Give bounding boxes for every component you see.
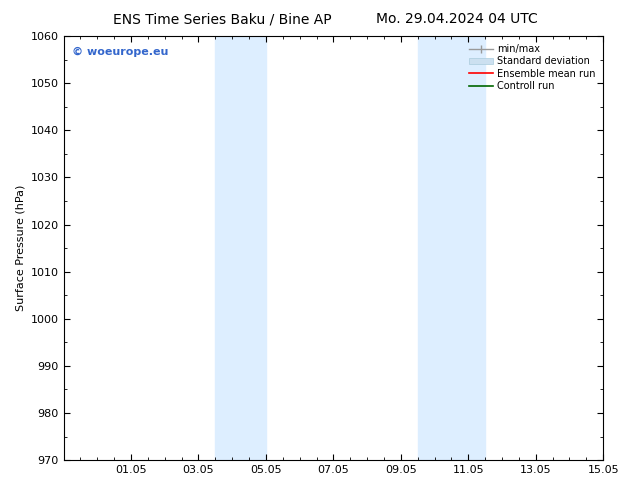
Y-axis label: Surface Pressure (hPa): Surface Pressure (hPa) — [15, 185, 25, 311]
Text: Mo. 29.04.2024 04 UTC: Mo. 29.04.2024 04 UTC — [375, 12, 538, 26]
Bar — [418, 36, 485, 460]
Text: © woeurope.eu: © woeurope.eu — [72, 47, 168, 57]
Bar — [216, 36, 266, 460]
Legend: min/max, Standard deviation, Ensemble mean run, Controll run: min/max, Standard deviation, Ensemble me… — [466, 41, 598, 94]
Text: ENS Time Series Baku / Bine AP: ENS Time Series Baku / Bine AP — [113, 12, 331, 26]
